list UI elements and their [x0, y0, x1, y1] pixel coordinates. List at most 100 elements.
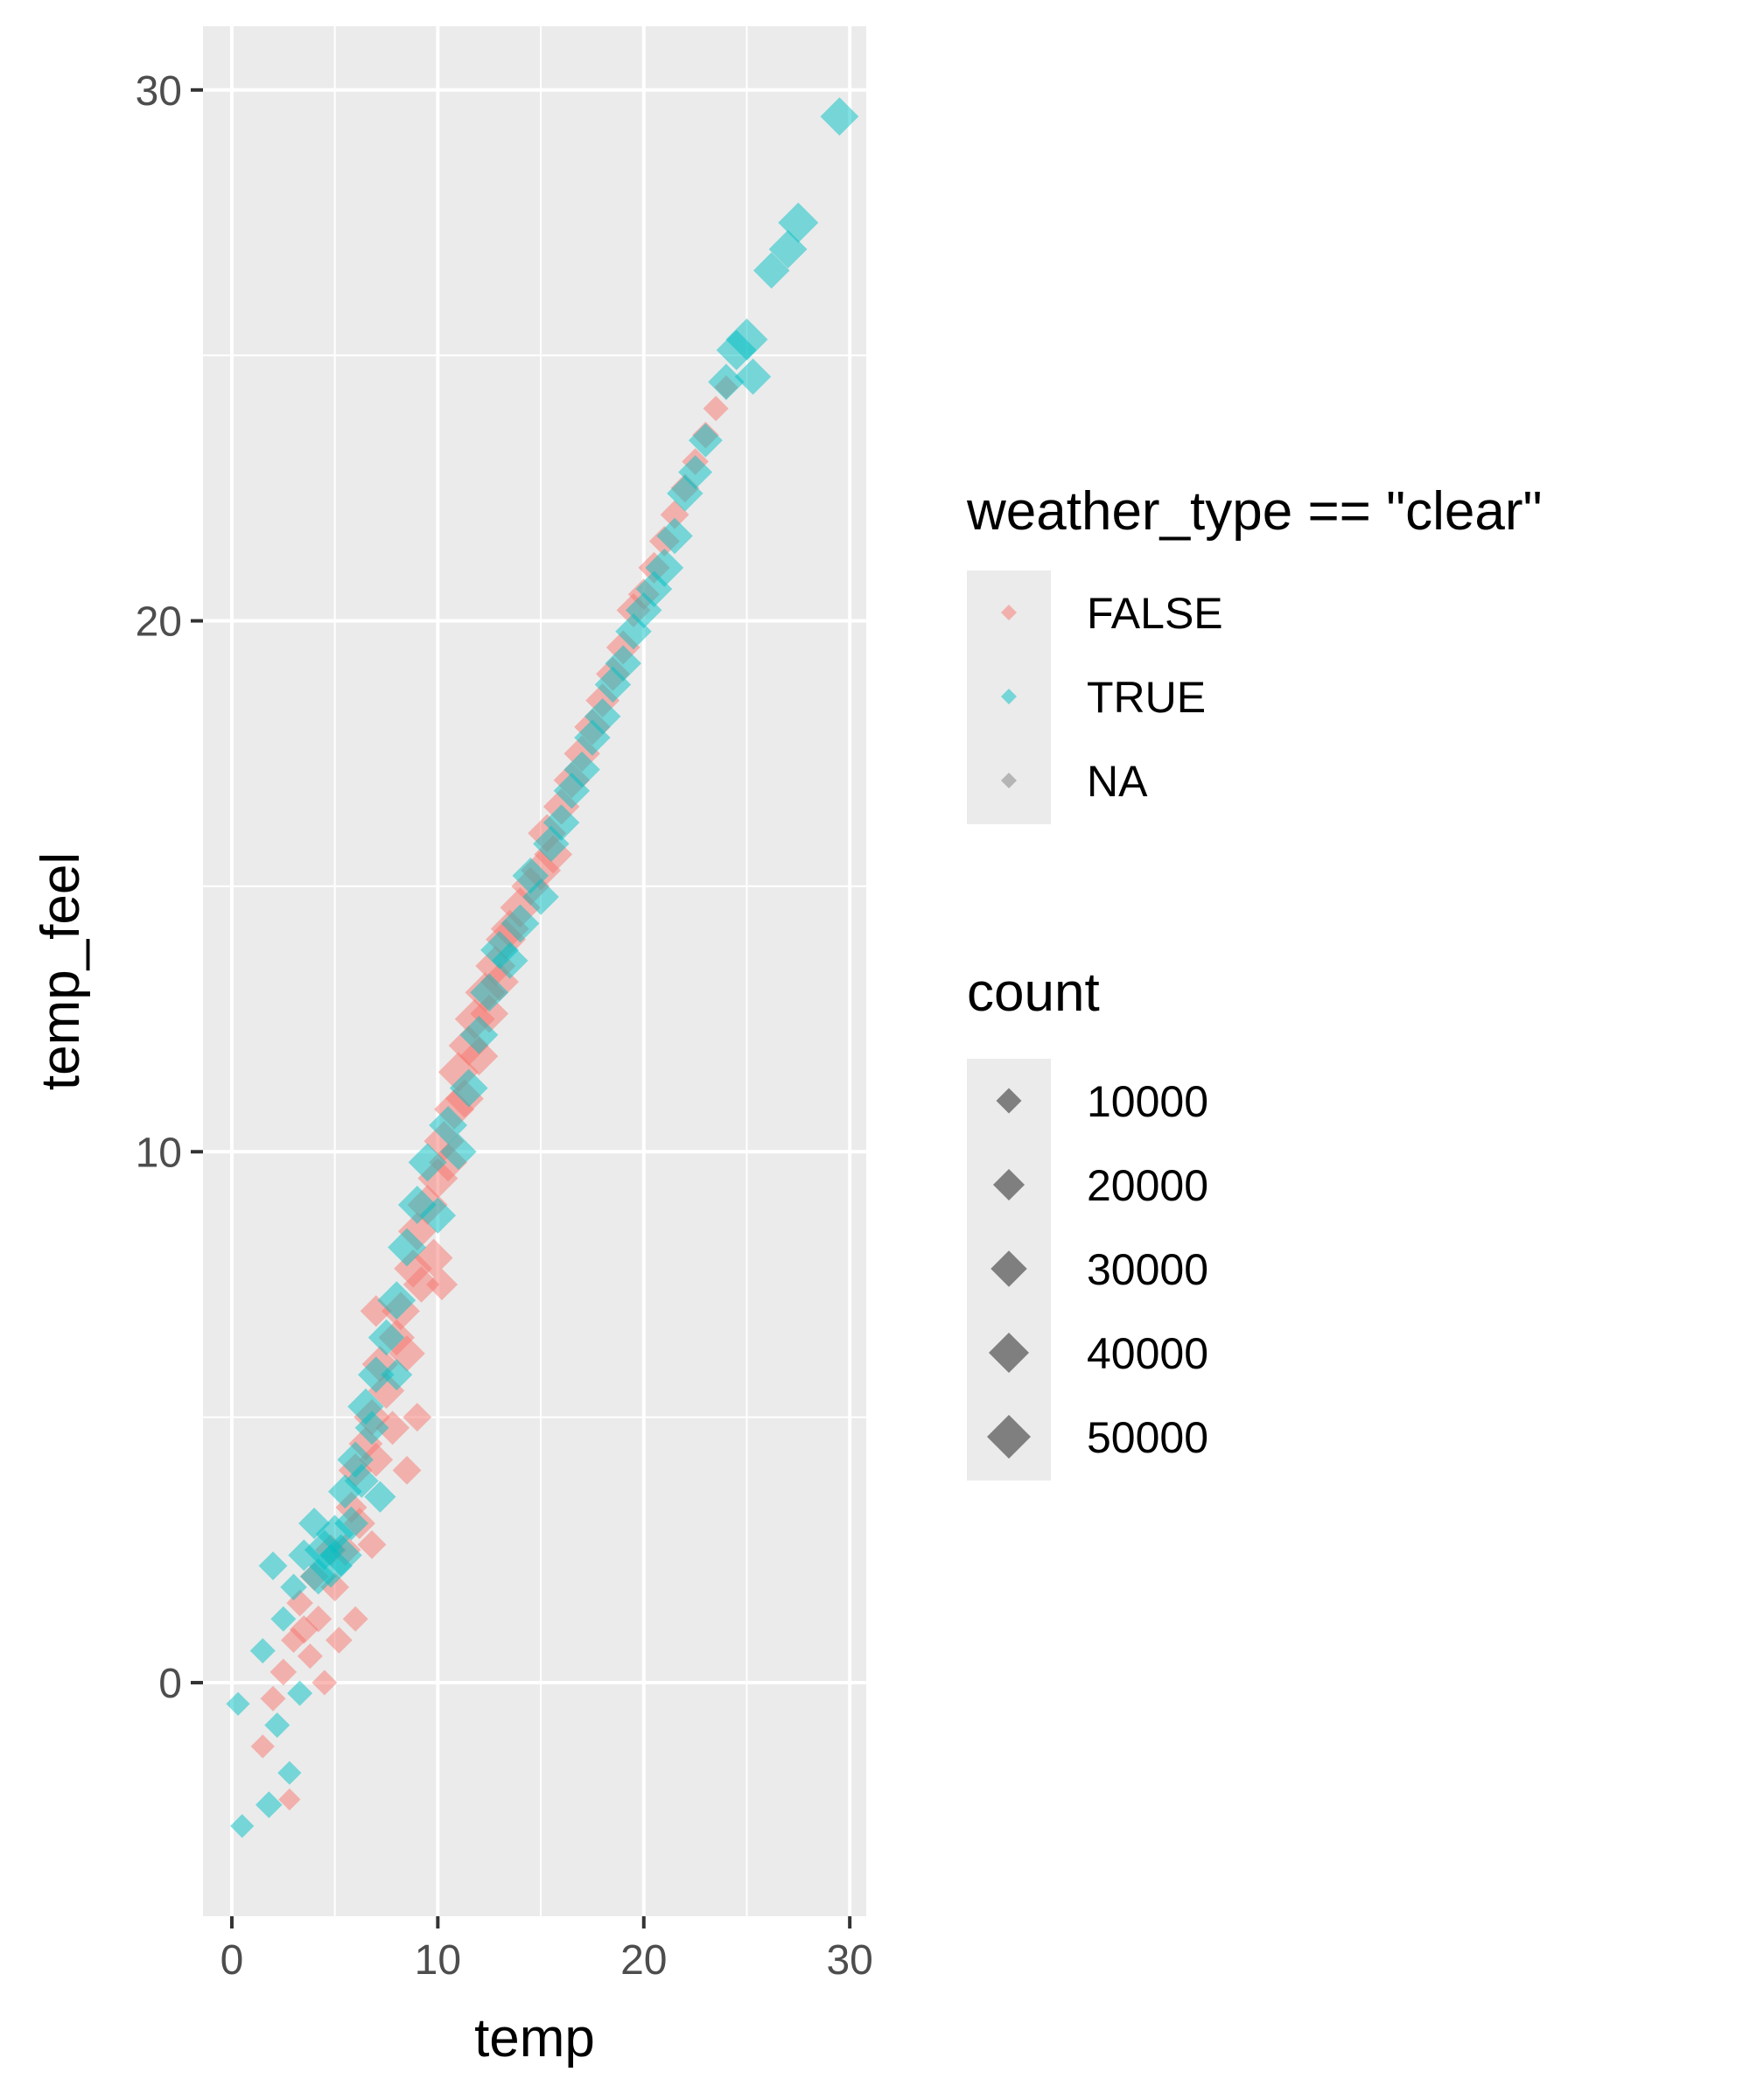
data-point-true — [492, 942, 528, 979]
data-point-true — [277, 1760, 302, 1785]
data-point-true — [419, 1197, 457, 1234]
size-legend-key — [990, 1250, 1027, 1287]
size-legend-key — [989, 1333, 1029, 1373]
data-point-true — [300, 1558, 337, 1595]
data-point-true — [752, 252, 790, 289]
data-points — [226, 97, 859, 1838]
data-point-true — [725, 318, 768, 361]
data-point-true — [388, 1228, 426, 1267]
data-point-true — [584, 698, 621, 735]
data-point-true — [249, 1638, 276, 1664]
data-point-true — [645, 548, 684, 587]
data-point-false — [429, 1143, 468, 1182]
data-point-true — [270, 1606, 297, 1632]
data-point-false — [703, 396, 729, 422]
data-point-true — [678, 455, 713, 490]
data-point-false — [270, 1658, 298, 1686]
data-point-false — [342, 1606, 368, 1632]
data-point-true — [354, 1410, 389, 1446]
data-point-false — [375, 1410, 410, 1446]
size-legend-title: count — [967, 962, 1100, 1023]
data-point-false — [357, 1530, 387, 1559]
data-point-false — [402, 1266, 440, 1303]
size-legend-key — [996, 1088, 1022, 1114]
data-point-true — [656, 517, 693, 555]
data-point-false — [304, 1605, 332, 1633]
data-point-true — [381, 1359, 413, 1391]
data-point-false — [260, 1685, 286, 1712]
size-legend-label: 30000 — [1087, 1245, 1208, 1294]
data-point-true — [778, 202, 819, 243]
data-point-true — [319, 1534, 362, 1577]
data-point-true — [605, 645, 641, 682]
data-point-true — [368, 1319, 405, 1356]
data-point-true — [429, 1106, 468, 1144]
data-point-true — [280, 1573, 307, 1601]
data-point-true — [440, 1133, 477, 1171]
data-point-false — [326, 1627, 353, 1654]
major-grid — [203, 26, 866, 1916]
data-point-true — [256, 1791, 283, 1818]
data-point-true — [522, 878, 559, 915]
data-point-false — [459, 1037, 499, 1075]
data-point-true — [459, 1015, 499, 1054]
data-point-true — [594, 666, 632, 704]
data-point-true — [480, 930, 519, 970]
color-legend-title: weather_type == "clear" — [966, 481, 1543, 542]
color-legend-key-na — [1001, 773, 1017, 788]
data-point-true — [264, 1712, 290, 1739]
data-point-true — [377, 1281, 416, 1320]
data-point-false — [278, 1788, 301, 1811]
x-tick-label: 20 — [620, 1937, 667, 1984]
data-point-true — [334, 1506, 368, 1541]
data-point-true — [230, 1814, 255, 1838]
data-point-true — [626, 592, 662, 629]
x-tick-label: 0 — [220, 1937, 244, 1984]
data-point-true — [408, 1143, 447, 1182]
data-point-true — [542, 804, 580, 841]
data-point-false — [426, 1268, 458, 1300]
data-point-false — [359, 1442, 394, 1477]
color-legend: weather_type == "clear" FALSE TRUE NA — [966, 481, 1543, 824]
data-point-true — [768, 229, 808, 269]
x-tick-label: 10 — [415, 1937, 461, 1984]
y-tick-label: 30 — [136, 68, 182, 115]
data-point-true — [470, 973, 509, 1012]
data-point-true — [564, 751, 600, 788]
data-point-true — [449, 1068, 488, 1108]
size-legend-label: 20000 — [1087, 1161, 1208, 1210]
x-axis-title: temp — [474, 2008, 595, 2068]
data-point-false — [402, 1403, 432, 1432]
size-legend-label: 40000 — [1087, 1329, 1208, 1378]
y-tick-label: 10 — [136, 1130, 182, 1176]
data-point-true — [358, 1356, 395, 1393]
y-tick-label: 0 — [158, 1661, 182, 1707]
data-point-false — [392, 1455, 422, 1485]
data-point-true — [226, 1691, 250, 1716]
color-legend-label-na: NA — [1087, 757, 1148, 806]
data-point-true — [347, 1388, 384, 1425]
data-point-true — [820, 97, 859, 136]
y-axis: 0 10 20 30 — [136, 68, 203, 1707]
color-legend-label-false: FALSE — [1087, 589, 1223, 638]
data-point-false — [388, 1335, 425, 1372]
data-point-true — [364, 1480, 396, 1513]
data-point-false — [480, 962, 519, 1002]
data-point-true — [287, 1680, 313, 1706]
data-point-false — [312, 1670, 338, 1696]
data-point-false — [348, 1426, 383, 1461]
data-point-true — [708, 363, 745, 401]
data-point-true — [258, 1551, 288, 1580]
data-point-false — [297, 1643, 323, 1670]
size-legend-key — [992, 1168, 1026, 1201]
data-point-false — [250, 1734, 275, 1759]
color-legend-label-true: TRUE — [1087, 673, 1206, 722]
data-point-true — [344, 1464, 379, 1498]
data-point-true — [734, 358, 772, 396]
size-legend-label: 50000 — [1087, 1413, 1208, 1462]
color-legend-key-true — [1001, 689, 1017, 704]
x-axis: 0 10 20 30 — [220, 1916, 873, 1984]
data-point-true — [688, 423, 723, 458]
x-tick-label: 30 — [826, 1937, 872, 1984]
